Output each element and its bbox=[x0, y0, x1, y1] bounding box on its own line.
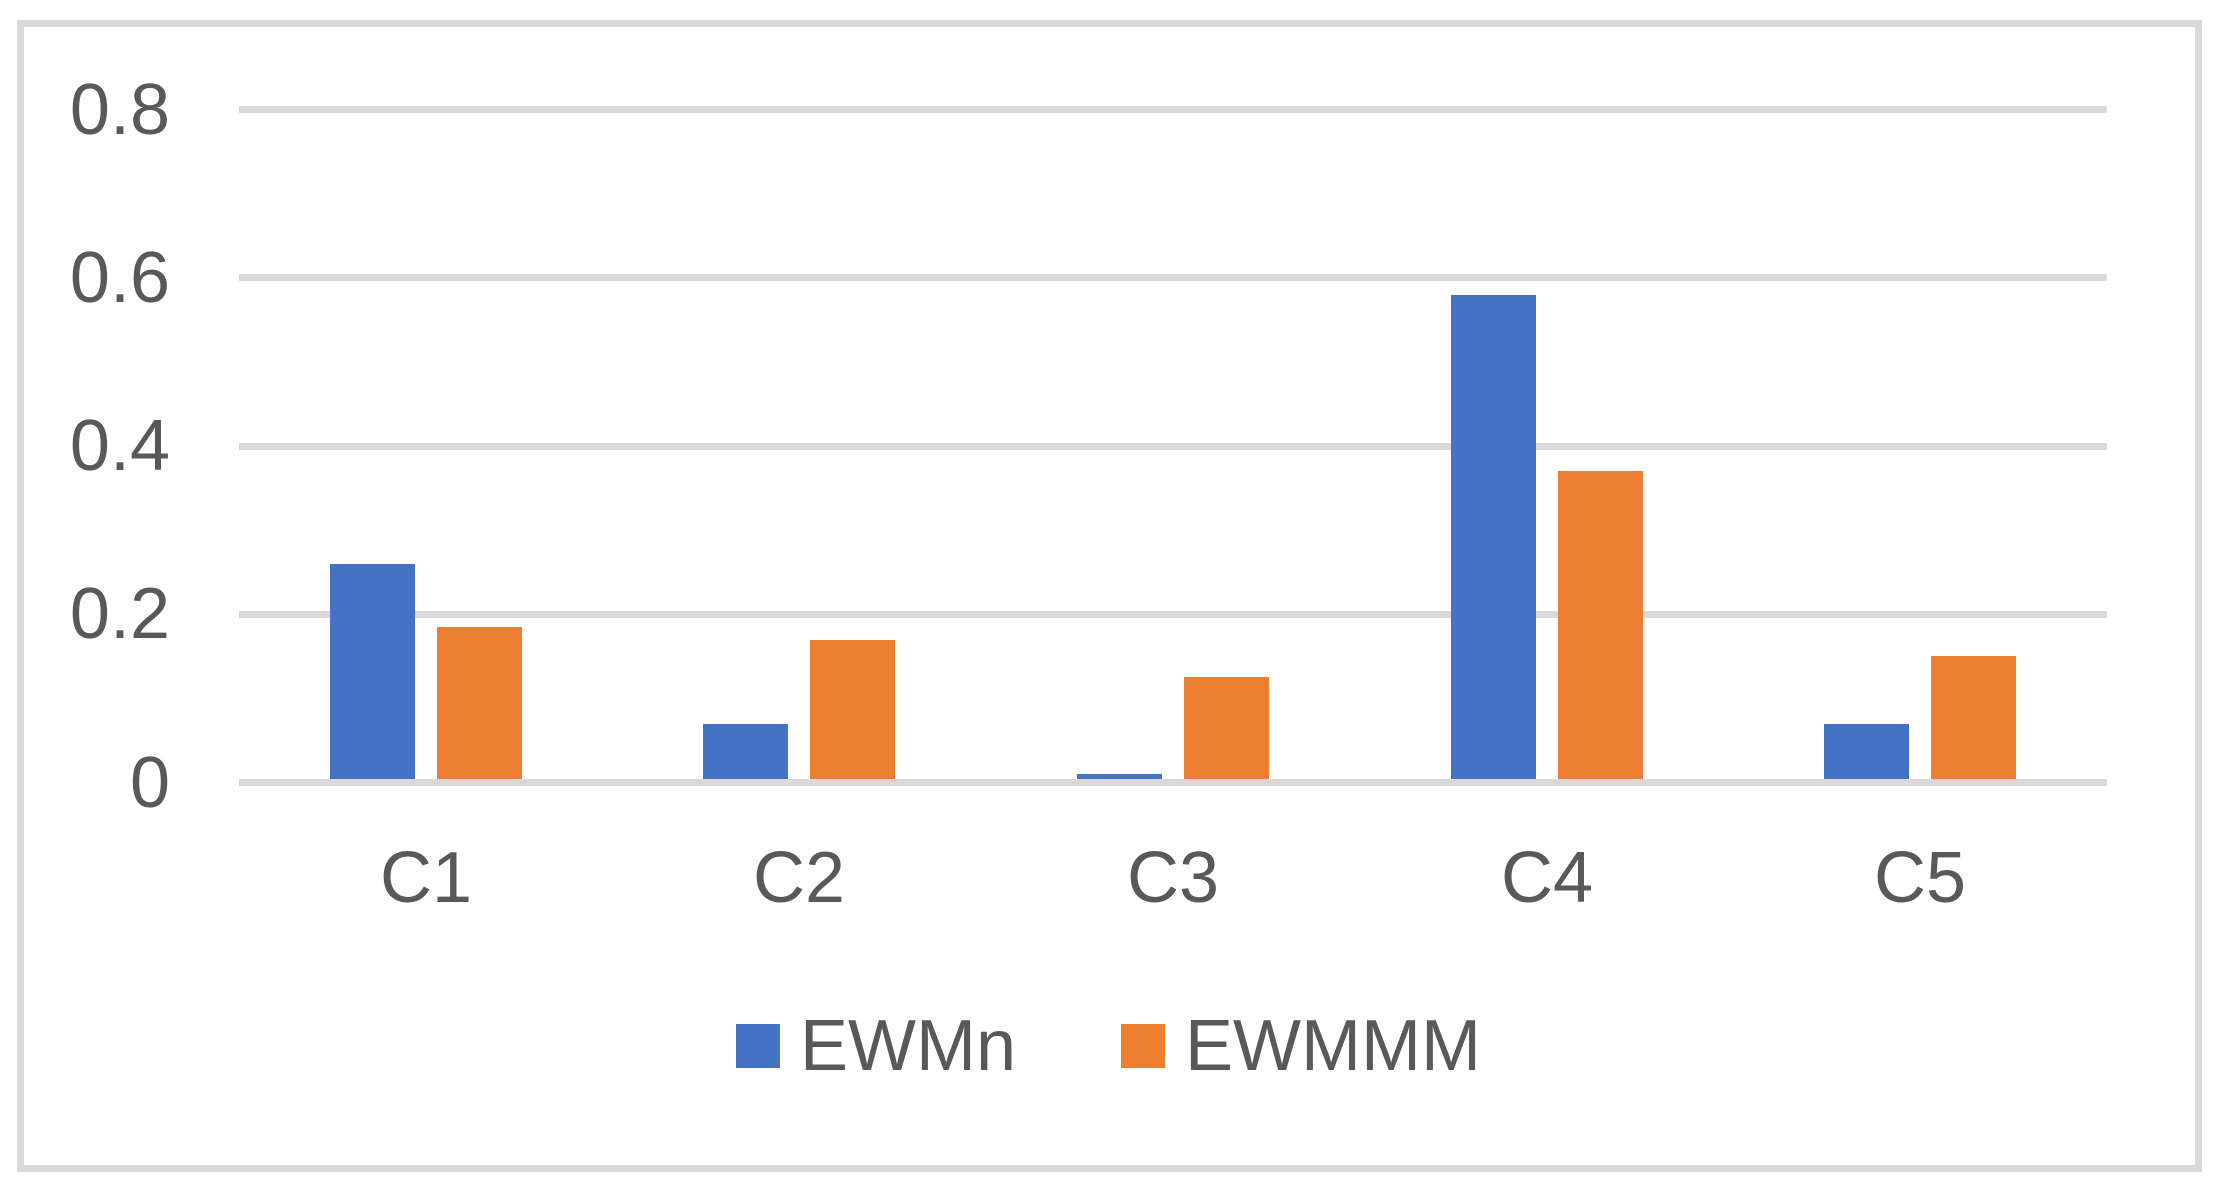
legend: EWMn EWMMM bbox=[0, 1006, 2217, 1086]
x-category-label-C3: C3 bbox=[1126, 838, 1220, 918]
x-category-label-C4: C4 bbox=[1500, 838, 1594, 918]
legend-swatch-icon bbox=[1121, 1024, 1166, 1068]
y-tick-label-0.8: 0.8 bbox=[69, 70, 170, 150]
y-tick-label-0: 0 bbox=[129, 743, 170, 823]
x-category-label-C5: C5 bbox=[1873, 838, 1967, 918]
legend-item-EWMn: EWMn bbox=[736, 1010, 1016, 1082]
bar-EWMMM-C5 bbox=[1931, 656, 2016, 779]
x-category-label-C1: C1 bbox=[379, 838, 473, 918]
bar-EWMn-C2 bbox=[703, 724, 788, 779]
gridline-0.4 bbox=[239, 443, 2107, 450]
gridline-0 bbox=[239, 779, 2107, 786]
legend-swatch-icon bbox=[736, 1024, 781, 1068]
bar-EWMn-C4 bbox=[1451, 295, 1536, 779]
gridline-0.6 bbox=[239, 274, 2107, 281]
x-category-label-C2: C2 bbox=[752, 838, 846, 918]
legend-label: EWMn bbox=[800, 1006, 1017, 1086]
bar-EWMMM-C3 bbox=[1184, 677, 1269, 779]
legend-label: EWMMM bbox=[1185, 1006, 1481, 1086]
bar-EWMn-C1 bbox=[330, 564, 415, 779]
bar-EWMMM-C1 bbox=[437, 627, 522, 779]
bar-EWMn-C5 bbox=[1824, 724, 1909, 779]
gridline-0.2 bbox=[239, 611, 2107, 618]
y-tick-label-0.2: 0.2 bbox=[69, 574, 170, 654]
y-tick-label-0.6: 0.6 bbox=[69, 238, 170, 318]
legend-item-EWMMM: EWMMM bbox=[1121, 1010, 1481, 1082]
y-tick-label-0.4: 0.4 bbox=[69, 406, 170, 486]
bar-EWMMM-C2 bbox=[810, 640, 895, 779]
gridline-0.8 bbox=[239, 106, 2107, 113]
chart-border bbox=[17, 20, 2202, 1172]
bar-EWMMM-C4 bbox=[1558, 471, 1643, 779]
bar-EWMn-C3 bbox=[1077, 774, 1162, 779]
